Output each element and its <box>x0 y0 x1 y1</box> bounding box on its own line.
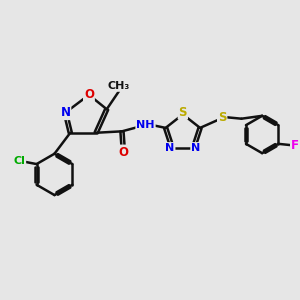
Text: N: N <box>165 143 175 153</box>
Text: S: S <box>178 106 187 118</box>
Text: Cl: Cl <box>14 156 25 166</box>
Text: O: O <box>118 146 128 158</box>
Text: S: S <box>218 111 226 124</box>
Text: N: N <box>60 106 70 119</box>
Text: N: N <box>191 143 200 153</box>
Text: CH₃: CH₃ <box>108 81 130 91</box>
Text: O: O <box>84 88 94 101</box>
Text: F: F <box>291 139 299 152</box>
Text: NH: NH <box>136 120 155 130</box>
